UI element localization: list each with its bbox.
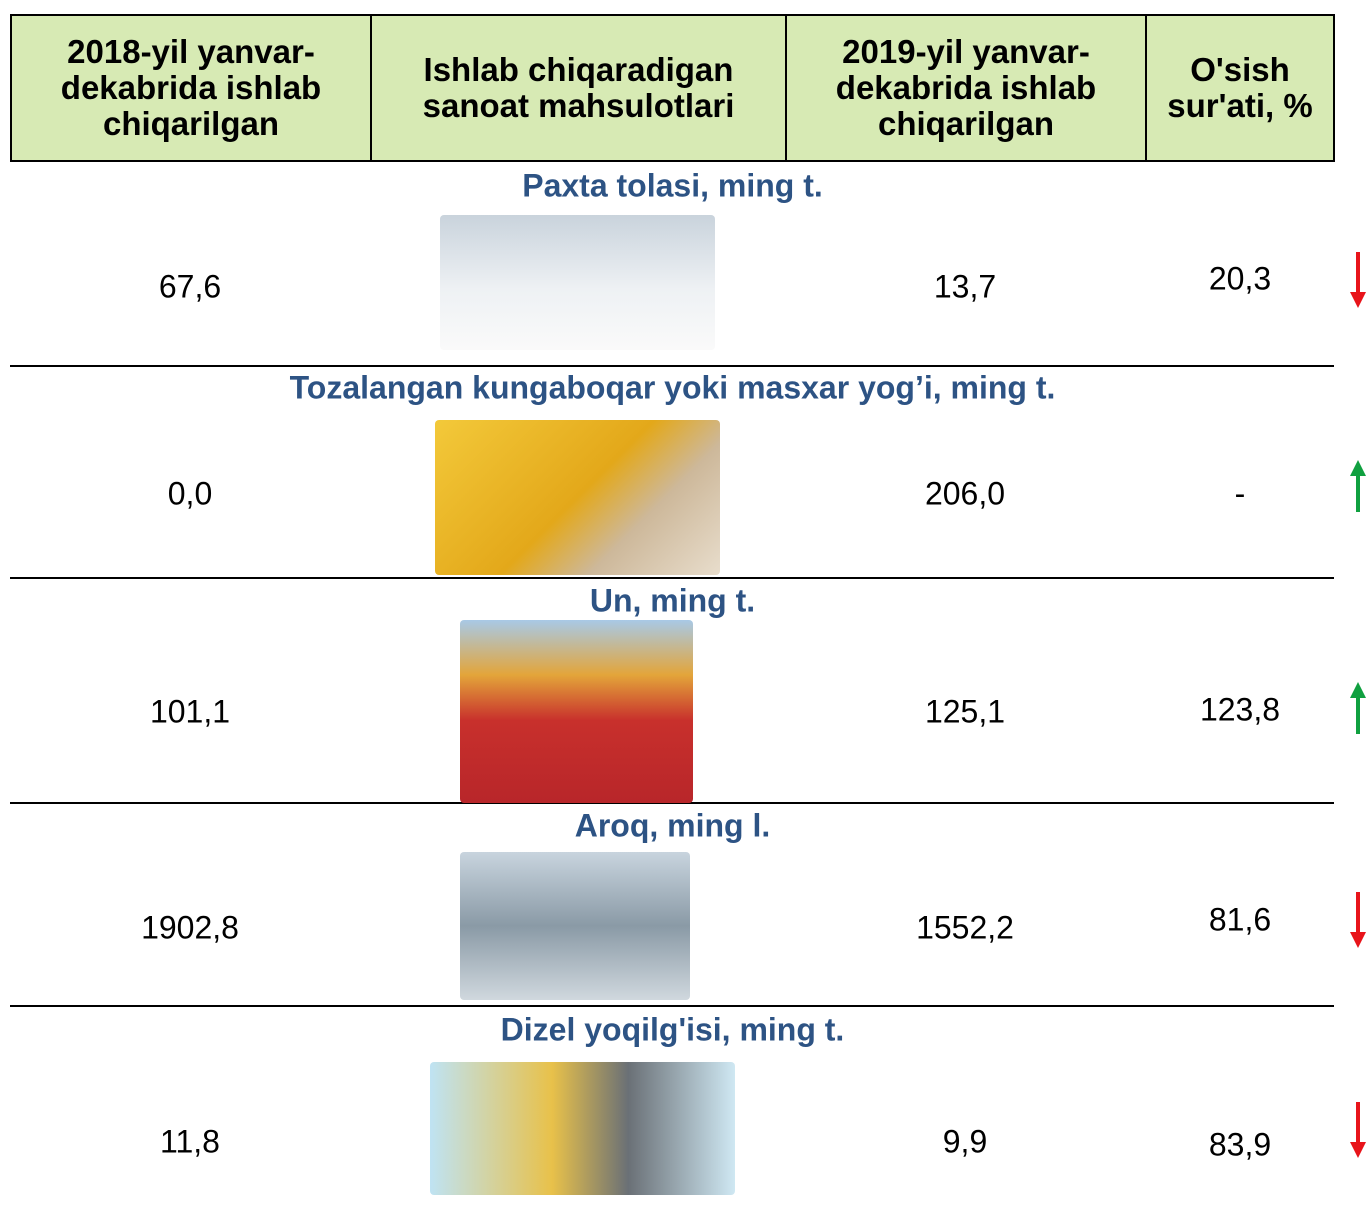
value-2018: 11,8: [160, 1123, 220, 1160]
up-arrow: [1350, 460, 1366, 512]
growth-rate: 81,6: [1208, 901, 1272, 938]
header-cell: 2018-yil yanvar-dekabrida ishlab chiqari…: [10, 14, 372, 162]
value-2019: 125,1: [924, 693, 1006, 730]
value-2019: 9,9: [942, 1123, 988, 1160]
value-2018: 1902,8: [141, 909, 239, 946]
up-arrow: [1350, 682, 1366, 734]
section-title: Un, ming t.: [589, 582, 756, 619]
section-title: Aroq, ming l.: [574, 807, 771, 844]
down-arrow: [1350, 1102, 1366, 1158]
down-arrow: [1350, 892, 1366, 948]
growth-rate: 123,8: [1199, 691, 1281, 728]
value-2018: 67,6: [158, 268, 222, 305]
growth-rate: 20,3: [1208, 260, 1272, 297]
section-title: Dizel yoqilg'isi, ming t.: [500, 1011, 845, 1048]
separator: [10, 1005, 1334, 1007]
cotton-image: [440, 215, 715, 350]
growth-rate: 83,9: [1208, 1126, 1272, 1163]
diesel-image: [430, 1062, 735, 1195]
header-cell: Ishlab chiqaradigan sanoat mahsulotlari: [370, 14, 787, 162]
header-cell: 2019-yil yanvar-dekabrida ishlab chiqari…: [785, 14, 1147, 162]
separator: [10, 802, 1334, 804]
value-2019: 1552,2: [916, 909, 1014, 946]
value-2018: 101,1: [149, 693, 231, 730]
value-2018: 0,0: [167, 475, 213, 512]
down-arrow: [1350, 252, 1366, 308]
separator: [10, 577, 1334, 579]
section-title: Paxta tolasi, ming t.: [522, 167, 823, 204]
separator: [10, 365, 1334, 367]
flour-image: [460, 620, 693, 803]
growth-rate: -: [1234, 475, 1246, 512]
header-cell: O'sish sur'ati, %: [1145, 14, 1335, 162]
value-2019: 13,7: [933, 268, 997, 305]
vodka-image: [460, 852, 690, 1000]
value-2019: 206,0: [924, 475, 1006, 512]
section-title: Tozalangan kungaboqar yoki masxar yog’i,…: [289, 369, 1056, 406]
oil-image: [435, 420, 720, 575]
